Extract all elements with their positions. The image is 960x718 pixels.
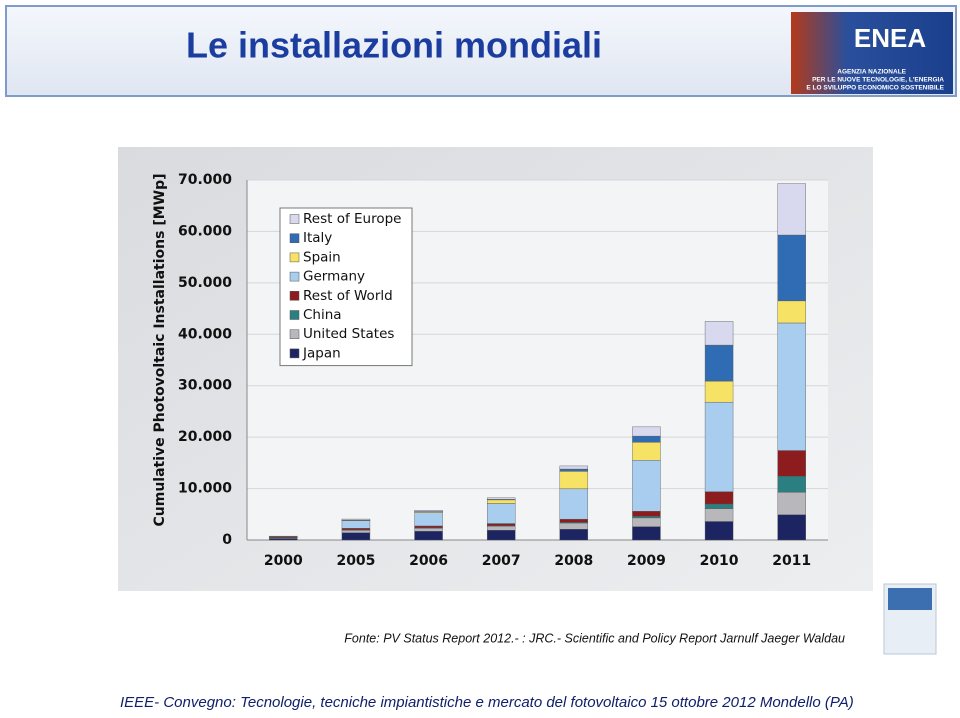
bar-segment: [777, 300, 806, 324]
bar-segment: [486, 525, 516, 531]
bar-segment: [704, 508, 734, 522]
y-tick-label: 70.000: [178, 172, 232, 188]
bar-segment: [704, 503, 734, 509]
legend-swatch: [289, 233, 300, 243]
x-tick-label: 2000: [264, 553, 303, 569]
logo-text: AGENZIA NAZIONALE: [837, 69, 906, 76]
bar-segment: [777, 450, 806, 477]
x-tick-label: 2011: [772, 553, 811, 569]
bar-segment: [486, 523, 516, 526]
logo-text: PER LE NUOVE TECNOLOGIE, L'ENERGIA: [812, 77, 944, 84]
bar-segment: [486, 503, 516, 524]
bar-segment: [414, 510, 443, 512]
bar-segment: [269, 538, 298, 541]
bar-segment: [704, 521, 734, 541]
legend-label: Rest of Europe: [303, 211, 401, 227]
bar-segment: [341, 520, 371, 529]
legend-label: Japan: [302, 345, 341, 361]
x-tick-label: 2005: [336, 553, 375, 569]
footer: IEEE- Convegno: Tecnologie, tecniche imp…: [120, 694, 854, 711]
y-tick-label: 40.000: [178, 326, 232, 342]
slide-title: Le installazioni mondiali: [186, 25, 602, 66]
bar-segment: [777, 476, 806, 493]
legend-swatch: [289, 214, 300, 224]
bar-segment: [414, 512, 443, 527]
bar-segment: [559, 529, 589, 541]
bar-segment: [559, 465, 589, 470]
bar-segment: [704, 380, 734, 403]
legend-swatch: [289, 329, 300, 339]
source-note: Fonte: PV Status Report 2012.- : JRC.- S…: [344, 631, 845, 645]
x-tick-label: 2009: [627, 553, 666, 569]
y-tick-label: 60.000: [178, 223, 232, 239]
y-tick-label: 30.000: [178, 378, 232, 394]
y-tick-label: 0: [222, 532, 232, 548]
bar-segment: [559, 468, 589, 472]
bar-segment: [414, 525, 443, 528]
bar-segment: [632, 460, 661, 512]
bar-segment: [341, 532, 371, 541]
y-tick-label: 50.000: [178, 275, 232, 291]
legend-swatch: [289, 310, 300, 320]
bar-segment: [632, 517, 661, 527]
legend-label: Spain: [303, 249, 341, 265]
bar-segment: [341, 528, 371, 531]
bar-segment: [486, 497, 516, 500]
legend-swatch: [289, 252, 300, 263]
bar-segment: [486, 499, 516, 504]
x-tick-label: 2010: [700, 553, 739, 569]
bar-segment: [704, 321, 734, 346]
x-tick-label: 2007: [482, 553, 521, 569]
bar-segment: [559, 522, 589, 530]
y-axis-title: Cumulative Photovoltaic Installations [M…: [152, 173, 168, 526]
bar-segment: [632, 516, 661, 519]
bar-segment: [414, 527, 443, 532]
legend-swatch: [289, 271, 300, 282]
bar-segment: [632, 442, 661, 461]
logo: [791, 12, 953, 94]
legend-label: United States: [303, 326, 394, 342]
legend-label: Germany: [303, 269, 365, 285]
bar-segment: [777, 322, 806, 451]
legend-box: [279, 207, 413, 367]
logo-text: E LO SVILUPPO ECONOMICO SOSTENIBILE: [806, 85, 944, 92]
bar-segment: [632, 435, 661, 443]
bar-segment: [341, 518, 371, 521]
legend-label: Rest of World: [303, 288, 393, 304]
bar-segment: [632, 511, 661, 517]
y-tick-label: 20.000: [178, 429, 232, 445]
x-tick-label: 2006: [409, 553, 448, 569]
bar-segment: [777, 514, 806, 541]
bar-segment: [559, 471, 589, 490]
bar-segment: [704, 344, 734, 382]
legend-label: China: [303, 307, 342, 323]
bar-segment: [341, 530, 371, 534]
bar-segment: [486, 530, 516, 541]
bar-segment: [704, 491, 734, 505]
legend-label: Italy: [303, 230, 332, 246]
logo-name: ENEA: [854, 23, 926, 53]
bar-segment: [704, 401, 734, 492]
x-tick-label: 2008: [554, 553, 593, 569]
bar-segment: [777, 491, 806, 515]
bar-segment: [632, 426, 661, 437]
legend-swatch: [289, 291, 300, 301]
bar-segment: [559, 518, 589, 523]
bar-segment: [414, 531, 443, 541]
bar-segment: [559, 488, 589, 520]
bar-segment: [777, 183, 806, 236]
bar-segment: [632, 526, 661, 541]
legend-swatch: [289, 348, 300, 359]
report-thumbnail-band: [888, 588, 932, 610]
y-tick-label: 10.000: [178, 481, 232, 497]
bar-segment: [777, 234, 806, 302]
